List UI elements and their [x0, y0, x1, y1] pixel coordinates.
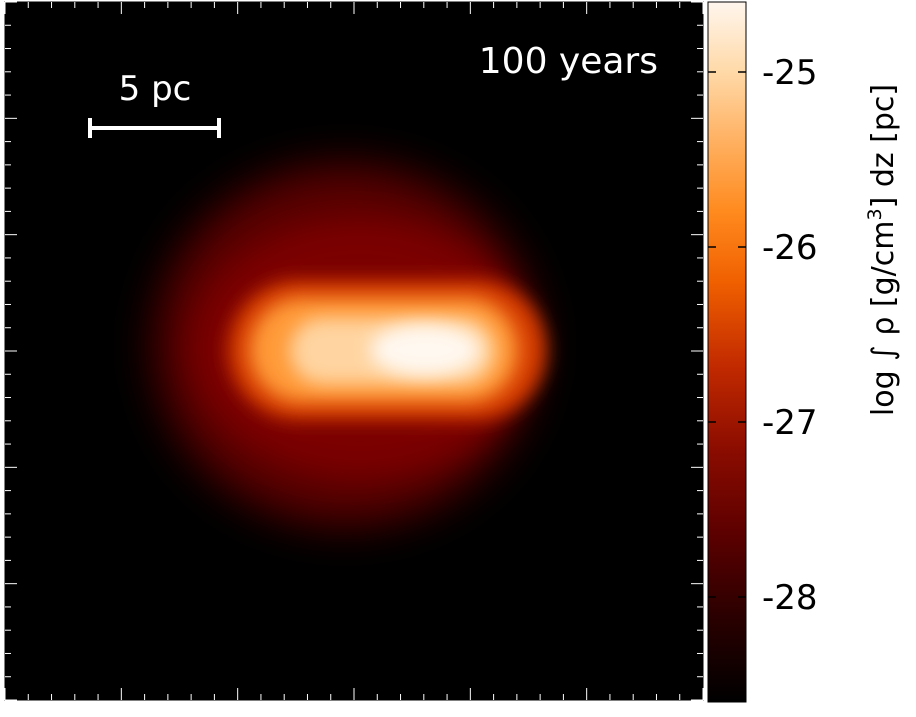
- colorbar: -25 -26 -27 -28 log ∫ ρ [g/cm3] dz [pc]: [707, 1, 901, 703]
- density-map: [4, 1, 704, 701]
- colorbar-ticks: [708, 71, 746, 598]
- colorbar-tick-label: -26: [762, 228, 818, 268]
- colorbar-title-suffix: ] dz [pc]: [866, 84, 901, 209]
- core-peak: [370, 324, 480, 376]
- colorbar-tick-label: -28: [762, 578, 818, 618]
- colorbar-gradient: [707, 1, 747, 703]
- colorbar-title: log ∫ ρ [g/cm3] dz [pc]: [864, 84, 901, 416]
- time-label: 100 years: [479, 41, 658, 82]
- colorbar-title-exponent: 3: [864, 208, 886, 220]
- scale-bar-label: 5 pc: [119, 69, 192, 109]
- scale-bar: [88, 118, 221, 138]
- image-ticks: [4, 1, 704, 701]
- colorbar-tick-label: -25: [762, 53, 818, 93]
- colorbar-tick-label: -27: [762, 403, 818, 443]
- colorbar-tick-labels: -25 -26 -27 -28: [762, 53, 818, 618]
- colorbar-title-prefix: log ∫ ρ [g/cm: [866, 221, 901, 417]
